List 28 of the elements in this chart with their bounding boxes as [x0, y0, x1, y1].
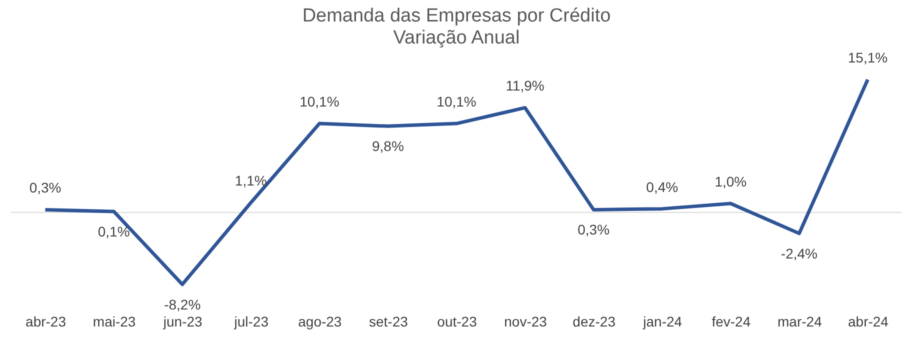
x-tick-label: nov-23 [504, 314, 548, 330]
data-label: -2,4% [780, 245, 818, 262]
x-tick-label: abr-23 [26, 314, 66, 330]
data-label: 0,3% [29, 180, 62, 196]
x-tick-label: jul-23 [233, 314, 269, 330]
x-tick-label: jun-23 [162, 314, 203, 330]
data-label: 1,0% [714, 174, 747, 190]
x-tick-label: fev-24 [712, 314, 751, 330]
data-label: 10,1% [300, 94, 340, 110]
data-label: 9,8% [372, 138, 404, 154]
x-tick-label: mai-23 [92, 314, 136, 330]
data-label: 15,1% [848, 50, 888, 66]
x-tick-label: dez-23 [572, 314, 616, 330]
data-label: 11,9% [506, 78, 544, 94]
x-tick-label: out-23 [437, 314, 478, 330]
data-label: 10,1% [436, 94, 476, 110]
x-tick-label: ago-23 [298, 314, 342, 330]
x-tick-label: jan-24 [642, 314, 682, 330]
chart-subtitle: Variação Anual [393, 28, 520, 49]
data-label: 0,3% [578, 222, 610, 238]
x-tick-label: mar-24 [778, 314, 822, 330]
chart-title: Demanda das Empresas por Crédito [302, 6, 611, 27]
data-label: 0,1% [98, 223, 130, 240]
x-tick-label: set-23 [369, 314, 408, 330]
data-label: 1,1% [234, 172, 267, 189]
data-label: -8,2% [164, 296, 201, 312]
x-tick-label: abr-24 [848, 314, 889, 330]
data-label: 0,4% [646, 178, 678, 195]
